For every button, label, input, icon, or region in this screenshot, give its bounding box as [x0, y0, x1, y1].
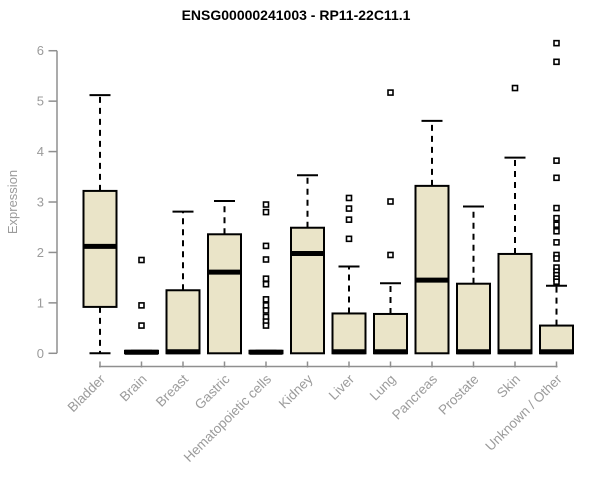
outlier-point	[553, 39, 560, 47]
outlier-point	[387, 251, 394, 259]
box-group-unknown-other	[539, 39, 574, 355]
y-tick-label: 6	[37, 43, 44, 58]
outlier-point	[262, 322, 270, 329]
y-tick-label: 2	[37, 245, 44, 260]
box-rect	[331, 312, 367, 355]
outlier-point	[553, 221, 560, 229]
box-group-skin	[497, 84, 533, 355]
y-tick-label: 1	[37, 295, 44, 310]
box-rect	[497, 252, 533, 355]
box-group-bladder	[82, 94, 118, 355]
box-rect	[373, 312, 408, 355]
outlier-point	[262, 307, 270, 314]
box-rect	[414, 184, 450, 355]
outlier-point	[553, 278, 560, 285]
x-tick-label-breast: Breast	[153, 371, 191, 409]
box-rect	[456, 282, 491, 355]
box-group-lung	[373, 89, 408, 355]
y-tick-label: 0	[37, 346, 44, 361]
box-group-hematopoietic-cells	[248, 201, 284, 355]
outlier-point	[262, 256, 270, 263]
box-rect	[207, 233, 242, 355]
outlier-point	[387, 89, 394, 96]
box-group-pancreas	[414, 119, 450, 355]
x-tick-label-bladder: Bladder	[65, 371, 109, 415]
box-group-brain	[124, 256, 159, 355]
y-axis-label: Expression	[5, 170, 20, 234]
x-tick-label-prostate: Prostate	[435, 372, 481, 418]
outlier-point	[553, 227, 560, 235]
outlier-point	[345, 205, 353, 212]
x-tick-label-gastric: Gastric	[192, 371, 233, 412]
y-tick-label: 3	[37, 195, 44, 210]
outlier-point	[553, 214, 560, 222]
outlier-point	[138, 322, 145, 329]
outlier-point	[553, 58, 560, 66]
x-tick-label-pancreas: Pancreas	[389, 371, 440, 422]
x-tick-label-skin: Skin	[494, 372, 523, 401]
outlier-point	[511, 84, 519, 92]
outlier-point	[553, 255, 560, 262]
y-tick-label: 4	[37, 144, 44, 159]
outlier-point	[345, 194, 353, 202]
box-group-breast	[165, 210, 201, 355]
outlier-point	[262, 280, 270, 288]
outlier-point	[262, 242, 270, 250]
outlier-point	[262, 275, 270, 282]
box-rect	[290, 226, 325, 355]
box-group-kidney	[290, 174, 325, 355]
outlier-point	[553, 204, 560, 212]
box-group-prostate	[456, 205, 491, 355]
chart-title: ENSG00000241003 - RP11-22C11.1	[182, 7, 411, 23]
outlier-point	[138, 302, 145, 309]
x-tick-label-lung: Lung	[367, 372, 399, 404]
outlier-point	[262, 201, 270, 208]
box-group-liver	[331, 194, 367, 355]
y-tick-label: 5	[37, 94, 44, 109]
outlier-point	[262, 208, 270, 216]
x-tick-label-brain: Brain	[117, 372, 150, 405]
outlier-point	[345, 216, 353, 223]
box-group-gastric	[207, 200, 242, 355]
outlier-point	[553, 239, 560, 246]
outlier-point	[553, 174, 560, 182]
outlier-point	[138, 256, 145, 264]
box-rect	[539, 324, 574, 355]
outlier-point	[345, 235, 353, 243]
x-tick-label-liver: Liver	[326, 371, 358, 403]
outlier-point	[262, 296, 270, 303]
x-tick-label-unknown-other: Unknown / Other	[482, 371, 565, 454]
outlier-point	[387, 198, 394, 205]
box-rect	[165, 289, 201, 355]
x-tick-label-kidney: Kidney	[276, 371, 316, 411]
outlier-point	[553, 157, 560, 164]
box-rect	[82, 189, 118, 308]
